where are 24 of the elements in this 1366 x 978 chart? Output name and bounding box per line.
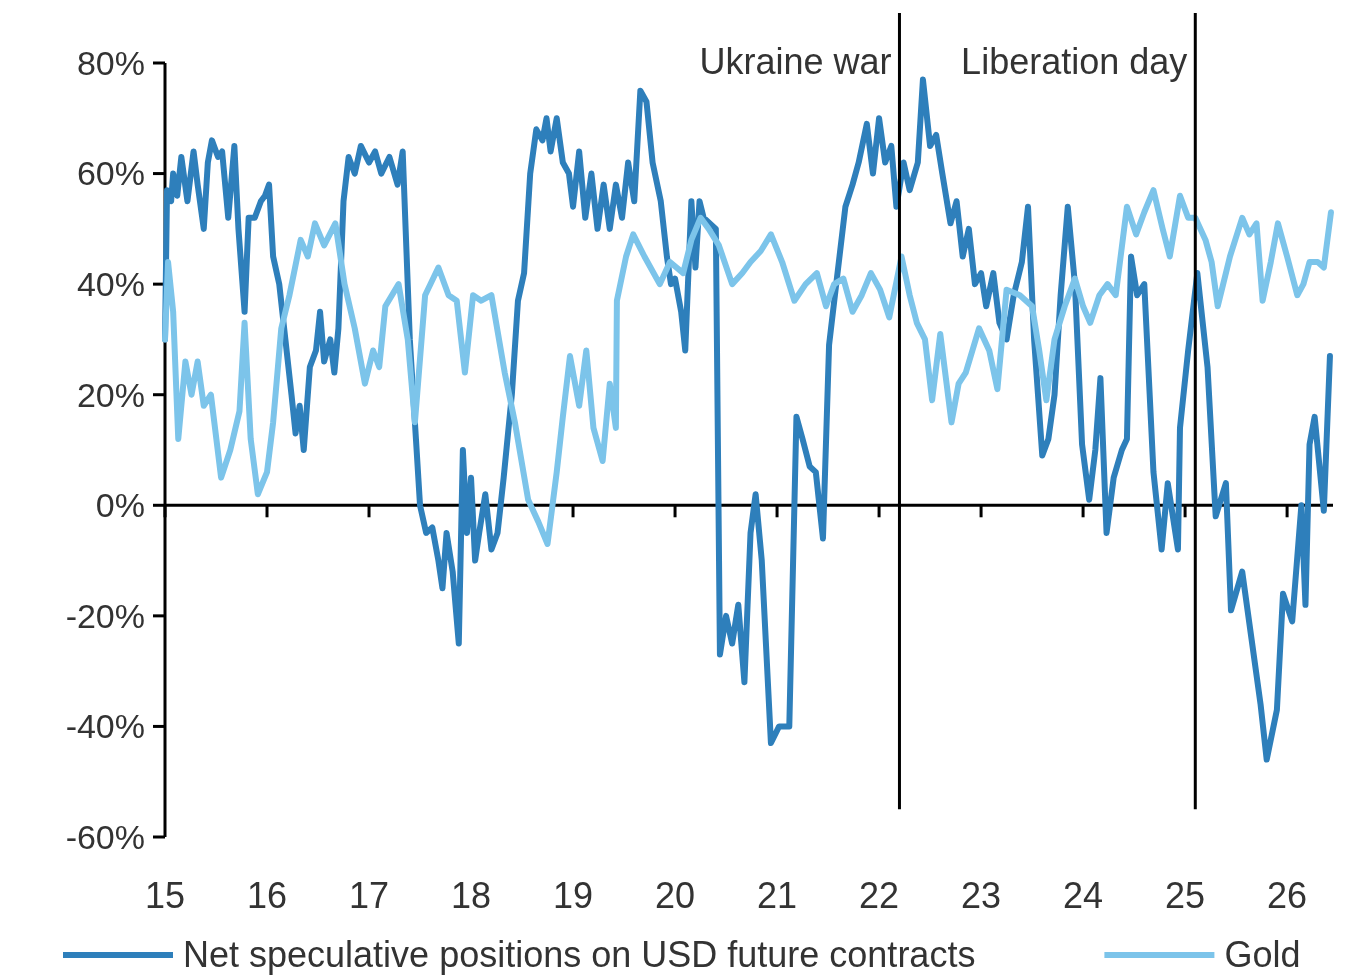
y-tick-label: 60%	[76, 154, 145, 193]
x-tick-label: 15	[144, 875, 186, 916]
x-tick-label: 25	[1165, 875, 1206, 916]
x-tick-label: 17	[348, 875, 390, 916]
y-tick-label: 80%	[76, 43, 145, 82]
y-tick-label: -40%	[65, 707, 145, 746]
y-tick-label: -60%	[65, 817, 145, 856]
x-tick-label: 24	[1063, 875, 1104, 916]
y-tick-label: 40%	[76, 265, 145, 304]
x-tick-label: 20	[655, 875, 696, 916]
y-tick-label: 0%	[95, 486, 145, 525]
x-tick-label: 18	[451, 875, 492, 916]
legend-label: Gold	[1224, 934, 1301, 975]
y-tick-label: 20%	[76, 375, 145, 414]
x-tick-label: 16	[246, 875, 288, 916]
legend-label: Net speculative positions on USD future contracts	[183, 934, 976, 975]
x-tick-label: 19	[553, 875, 594, 916]
x-tick-label: 21	[757, 875, 798, 916]
y-tick-label: -20%	[65, 596, 145, 635]
ref-line-label: Ukraine war	[699, 41, 892, 82]
x-tick-label: 22	[859, 875, 900, 916]
x-tick-label: 23	[961, 875, 1002, 916]
ref-line-label: Liberation day	[961, 41, 1188, 82]
x-tick-label: 26	[1267, 875, 1308, 916]
